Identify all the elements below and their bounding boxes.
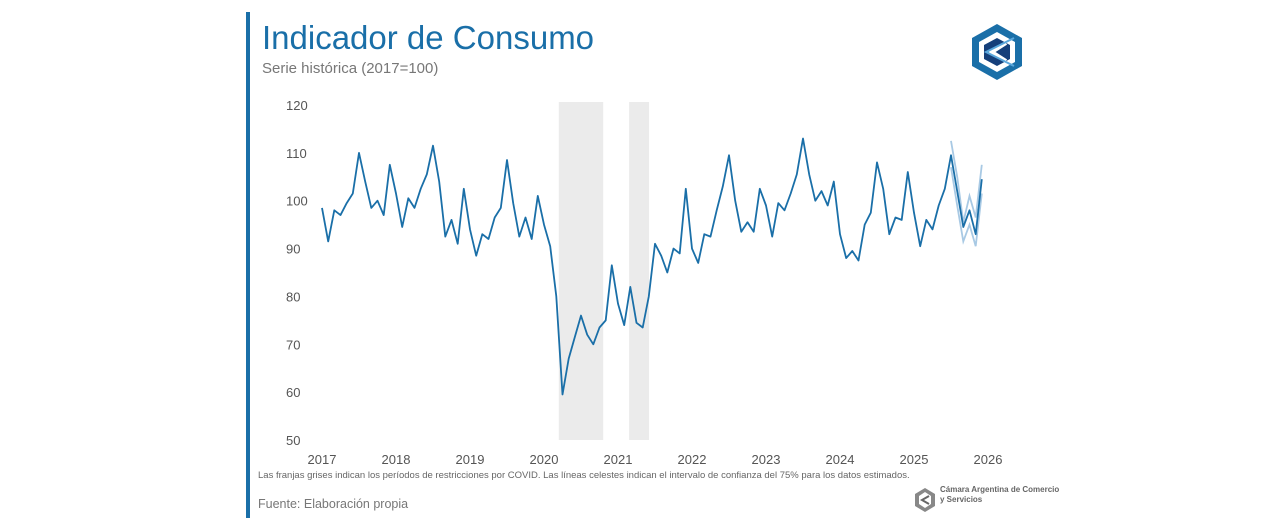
y-tick-120: 120 xyxy=(286,98,308,113)
x-tick-2021: 2021 xyxy=(604,452,633,467)
consumption-line-chart: 50 60 70 80 90 100 110 120 2017 2018 2019 2020 2021 2… xyxy=(286,98,1003,467)
x-tick-2018: 2018 xyxy=(382,452,411,467)
series-line-1 xyxy=(321,137,983,396)
x-tick-2023: 2023 xyxy=(752,452,781,467)
page-subtitle: Serie histórica (2017=100) xyxy=(262,60,439,77)
y-tick-60: 60 xyxy=(286,385,300,400)
y-tick-50: 50 xyxy=(286,433,300,448)
x-tick-2024: 2024 xyxy=(826,452,855,467)
confidence-lower-line xyxy=(950,167,983,247)
x-tick-2017: 2017 xyxy=(308,452,337,467)
organization-name: Cámara Argentina de Comercio y Servicios xyxy=(940,485,1060,504)
y-tick-110: 110 xyxy=(286,146,307,161)
covid-band-2 xyxy=(629,102,650,440)
covid-band-1 xyxy=(558,102,604,440)
chart-footnote: Las franjas grises indican los períodos … xyxy=(258,470,910,481)
page-title: Indicador de Consumo xyxy=(262,19,595,56)
y-tick-90: 90 xyxy=(286,242,300,257)
x-tick-2020: 2020 xyxy=(530,452,559,467)
y-tick-100: 100 xyxy=(286,194,308,209)
x-tick-2025: 2025 xyxy=(900,452,929,467)
y-tick-70: 70 xyxy=(286,337,300,352)
source-text: Fuente: Elaboración propia xyxy=(258,497,409,511)
x-tick-2026: 2026 xyxy=(974,452,1003,467)
x-tick-2022: 2022 xyxy=(678,452,707,467)
y-tick-80: 80 xyxy=(286,289,300,304)
cac-small-logo-icon xyxy=(915,488,935,512)
cac-logo-icon xyxy=(972,24,1022,80)
confidence-upper-line xyxy=(950,140,983,223)
accent-bar xyxy=(246,12,250,518)
x-tick-2019: 2019 xyxy=(456,452,485,467)
